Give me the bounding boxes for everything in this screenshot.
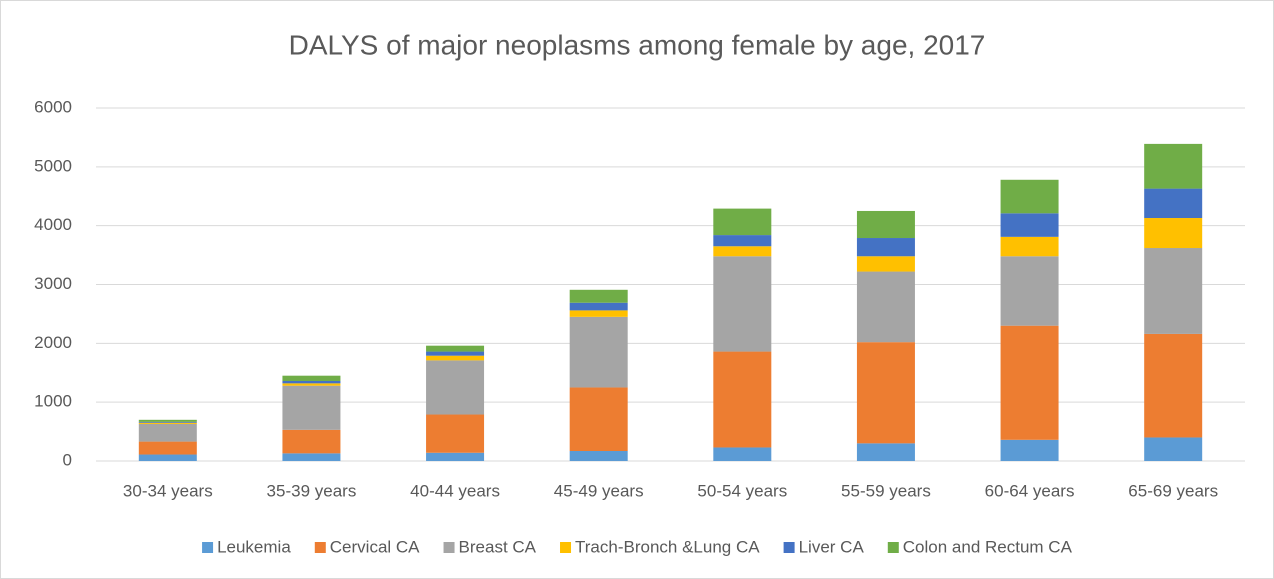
y-tick-label: 6000	[34, 97, 72, 116]
bar-segment	[856, 210, 915, 239]
bar-segment	[1144, 333, 1203, 438]
x-tick-label: 45-49 years	[554, 481, 644, 500]
bar-segment	[856, 271, 915, 343]
bar-segment	[426, 355, 485, 361]
legend-swatch	[202, 542, 214, 553]
bar-segment	[856, 342, 915, 444]
bar-segment	[138, 441, 197, 455]
legend-label: Colon and Rectum CA	[903, 537, 1073, 556]
bar-segment	[713, 256, 772, 352]
bar-segment	[426, 351, 485, 356]
legend-label: Liver CA	[799, 537, 865, 556]
bar-segment	[282, 375, 341, 381]
legend-swatch	[783, 542, 795, 553]
bar-segment	[282, 453, 341, 461]
bar-segment	[713, 235, 772, 247]
legend-swatch	[887, 542, 899, 553]
bar-segment	[1000, 256, 1059, 326]
bar-segment	[426, 345, 485, 352]
legend-label: Trach-Bronch &Lung CA	[575, 537, 760, 556]
bar-segment	[138, 423, 197, 442]
chart-title: DALYS of major neoplasms among female by…	[289, 29, 986, 60]
bar-segment	[1000, 236, 1059, 257]
y-tick-label: 0	[63, 450, 72, 469]
bar-segment	[426, 414, 485, 453]
x-tick-label: 35-39 years	[267, 481, 357, 500]
bar-segment	[1144, 143, 1203, 189]
y-tick-label: 5000	[34, 156, 72, 175]
bar-segment	[1144, 188, 1203, 219]
bar-segment	[1000, 439, 1059, 461]
legend-label: Breast CA	[459, 537, 537, 556]
legend-swatch	[560, 542, 572, 553]
bar-segment	[856, 443, 915, 461]
bar-segment	[426, 452, 485, 461]
legend-label: Cervical CA	[330, 537, 420, 556]
bar-segment	[1000, 213, 1059, 237]
y-tick-label: 1000	[34, 392, 72, 411]
x-tick-label: 55-59 years	[841, 481, 931, 500]
x-tick-label: 60-64 years	[985, 481, 1075, 500]
legend-label: Leukemia	[217, 537, 291, 556]
bar-segment	[713, 447, 772, 461]
x-tick-label: 50-54 years	[697, 481, 787, 500]
bar-segment	[569, 450, 628, 461]
bar-segment	[282, 429, 341, 454]
bar-segment	[426, 360, 485, 415]
bar-segment	[138, 421, 197, 423]
bar-segment	[713, 351, 772, 448]
bar-segment	[569, 310, 628, 317]
bar-segment	[138, 419, 197, 422]
bar-segment	[282, 383, 341, 386]
bar-segment	[713, 208, 772, 236]
bar-segment	[282, 385, 341, 430]
x-tick-label: 30-34 years	[123, 481, 213, 500]
bar-segment	[282, 380, 341, 384]
bar-segment	[856, 238, 915, 257]
bar-segment	[1144, 437, 1203, 461]
legend-swatch	[314, 542, 326, 553]
bar-segment	[138, 422, 197, 424]
x-tick-label: 40-44 years	[410, 481, 500, 500]
y-tick-label: 4000	[34, 215, 72, 234]
legend-swatch	[443, 542, 455, 553]
bar-segment	[713, 246, 772, 257]
y-tick-label: 3000	[34, 274, 72, 293]
bar-segment	[569, 316, 628, 388]
bar-segment	[1000, 325, 1059, 440]
bar-segment	[856, 256, 915, 272]
bar-segment	[138, 454, 197, 461]
bar-segment	[1144, 248, 1203, 334]
bar-segment	[569, 387, 628, 451]
bar-segment	[1144, 218, 1203, 249]
bar-segment	[1000, 179, 1059, 214]
bar-segment	[569, 302, 628, 311]
y-tick-label: 2000	[34, 333, 72, 352]
x-tick-label: 65-69 years	[1128, 481, 1218, 500]
bar-segment	[569, 289, 628, 303]
